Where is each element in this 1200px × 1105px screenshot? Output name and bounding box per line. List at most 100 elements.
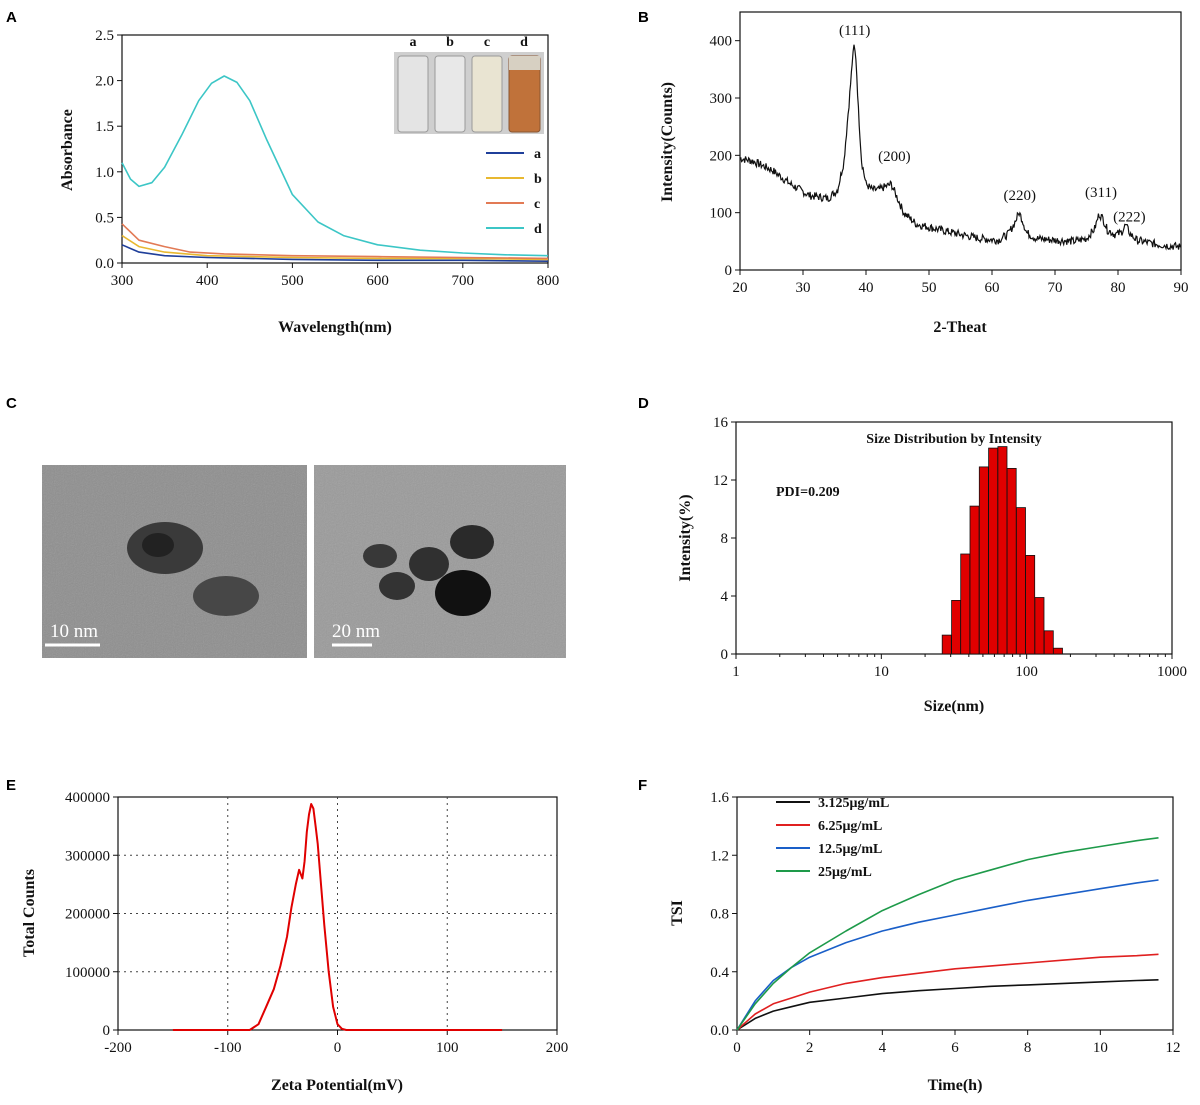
legend-label: 25μg/mL bbox=[818, 865, 872, 880]
x-tick-label: 6 bbox=[951, 1040, 959, 1056]
chart-f-lines bbox=[736, 837, 1159, 1031]
chart-d-title: Size Distribution by Intensity bbox=[866, 432, 1041, 447]
chart-a-ylabel: Absorbance bbox=[59, 109, 76, 191]
x-tick-label: 10 bbox=[1093, 1040, 1108, 1056]
inset-label-c: c bbox=[484, 35, 490, 50]
panel-label-e: E bbox=[6, 777, 16, 794]
peak-annotation: (200) bbox=[878, 149, 911, 165]
legend-label: 12.5μg/mL bbox=[818, 842, 882, 857]
histogram-bar bbox=[1006, 467, 1017, 655]
chart-e-ticks: -200 -100 0 100 200 0 100000 200000 300000 400000 bbox=[65, 790, 568, 1056]
y-tick-label: 0.0 bbox=[95, 256, 114, 272]
x-tick-label: 12 bbox=[1166, 1040, 1181, 1056]
histogram-bar bbox=[969, 505, 980, 655]
x-tick-label: 1 bbox=[732, 664, 740, 680]
peak-annotation: (222) bbox=[1113, 209, 1146, 225]
chart-b-ylabel: Intensity(Counts) bbox=[659, 82, 676, 202]
y-tick-label: 200000 bbox=[65, 907, 110, 923]
y-tick-label: 1.5 bbox=[95, 119, 114, 135]
x-tick-label: 70 bbox=[1048, 280, 1063, 296]
x-tick-label: 300 bbox=[111, 273, 134, 289]
x-tick-label: 0 bbox=[334, 1040, 342, 1056]
particle bbox=[363, 544, 397, 568]
histogram-bar bbox=[1034, 597, 1045, 655]
legend-label: 6.25μg/mL bbox=[818, 819, 882, 834]
y-tick-label: 0 bbox=[103, 1023, 111, 1039]
chart-d-pdi: PDI=0.209 bbox=[776, 485, 840, 500]
peak-annotation: (111) bbox=[839, 23, 870, 39]
y-tick-label: 16 bbox=[713, 415, 729, 431]
vial-d-cap bbox=[509, 56, 540, 70]
x-tick-label: 1000 bbox=[1157, 664, 1187, 680]
chart-d-xlabel: Size(nm) bbox=[924, 698, 984, 715]
series-line-a bbox=[121, 244, 549, 262]
x-tick-label: 0 bbox=[733, 1040, 741, 1056]
x-tick-label: 40 bbox=[859, 280, 874, 296]
y-tick-label: 0.4 bbox=[710, 965, 729, 981]
chart-e-lines bbox=[172, 803, 503, 1031]
y-tick-label: 400000 bbox=[65, 790, 110, 806]
x-tick-label: -200 bbox=[104, 1040, 132, 1056]
particle bbox=[379, 572, 415, 600]
y-tick-label: 4 bbox=[721, 589, 729, 605]
legend-label: c bbox=[534, 197, 540, 212]
y-tick-label: 300000 bbox=[65, 848, 110, 864]
tem-images: 10 nm 20 nm bbox=[42, 465, 566, 658]
y-tick-label: 1.2 bbox=[710, 848, 729, 864]
series-line-3-125-g-ml bbox=[736, 979, 1159, 1031]
y-tick-label: 0 bbox=[721, 647, 729, 663]
chart-b-annotations: (111) (200) (220) (311) (222) bbox=[839, 23, 1146, 225]
chart-a-xlabel: Wavelength(nm) bbox=[278, 319, 392, 336]
y-tick-label: 1.0 bbox=[95, 165, 114, 181]
chart-d: 1 10 100 1000 0 4 8 12 16 Size Distribution by I… bbox=[677, 415, 1187, 715]
peak-annotation: (220) bbox=[1003, 188, 1036, 204]
particle bbox=[435, 570, 491, 616]
x-tick-label: 700 bbox=[452, 273, 475, 289]
y-tick-label: 1.6 bbox=[710, 790, 729, 806]
histogram-bar bbox=[1043, 630, 1054, 655]
histogram-bar bbox=[988, 447, 999, 655]
panel-label-a: A bbox=[6, 9, 17, 26]
histogram-bar bbox=[941, 634, 952, 655]
series-line-d bbox=[121, 75, 549, 257]
y-tick-label: 8 bbox=[721, 531, 729, 547]
y-tick-label: 2.0 bbox=[95, 74, 114, 90]
scale-label-left: 10 nm bbox=[50, 621, 98, 642]
series-line-25-g-ml bbox=[736, 837, 1159, 1031]
chart-e-ylabel: Total Counts bbox=[21, 869, 38, 957]
x-tick-label: 20 bbox=[733, 280, 748, 296]
panel-label-c: C bbox=[6, 395, 17, 412]
series-line-c bbox=[121, 223, 549, 260]
legend-label: 3.125μg/mL bbox=[818, 796, 889, 811]
chart-e-grid bbox=[118, 797, 557, 1030]
x-tick-label: 100 bbox=[1015, 664, 1038, 680]
x-tick-label: 800 bbox=[537, 273, 560, 289]
y-tick-label: 100 bbox=[710, 206, 733, 222]
chart-b-ticks: 20 30 40 50 60 70 80 90 0 100 200 300 400 bbox=[710, 34, 1189, 296]
x-tick-label: 100 bbox=[436, 1040, 459, 1056]
x-tick-label: 30 bbox=[796, 280, 811, 296]
x-tick-label: 8 bbox=[1024, 1040, 1032, 1056]
histogram-bar bbox=[978, 466, 989, 655]
chart-e-xlabel: Zeta Potential(mV) bbox=[271, 1077, 403, 1094]
chart-b-frame bbox=[739, 11, 1182, 271]
chart-d-bars bbox=[779, 446, 1166, 657]
chart-f-ylabel: TSI bbox=[669, 900, 686, 926]
legend-label: d bbox=[534, 222, 542, 237]
series-line-b bbox=[121, 234, 549, 261]
vial-b bbox=[434, 55, 466, 133]
series-line-xrd bbox=[739, 44, 1182, 251]
particle bbox=[409, 547, 449, 581]
chart-d-ylabel: Intensity(%) bbox=[677, 494, 694, 581]
inset-label-a: a bbox=[410, 35, 417, 50]
y-tick-label: 0 bbox=[725, 263, 733, 279]
chart-a-frame bbox=[121, 34, 549, 264]
series-line-12-5-g-ml bbox=[736, 879, 1159, 1031]
x-tick-label: 400 bbox=[196, 273, 219, 289]
histogram-bar bbox=[1025, 555, 1036, 655]
x-tick-label: 80 bbox=[1111, 280, 1126, 296]
y-tick-label: 400 bbox=[710, 34, 733, 50]
y-tick-label: 300 bbox=[710, 91, 733, 107]
